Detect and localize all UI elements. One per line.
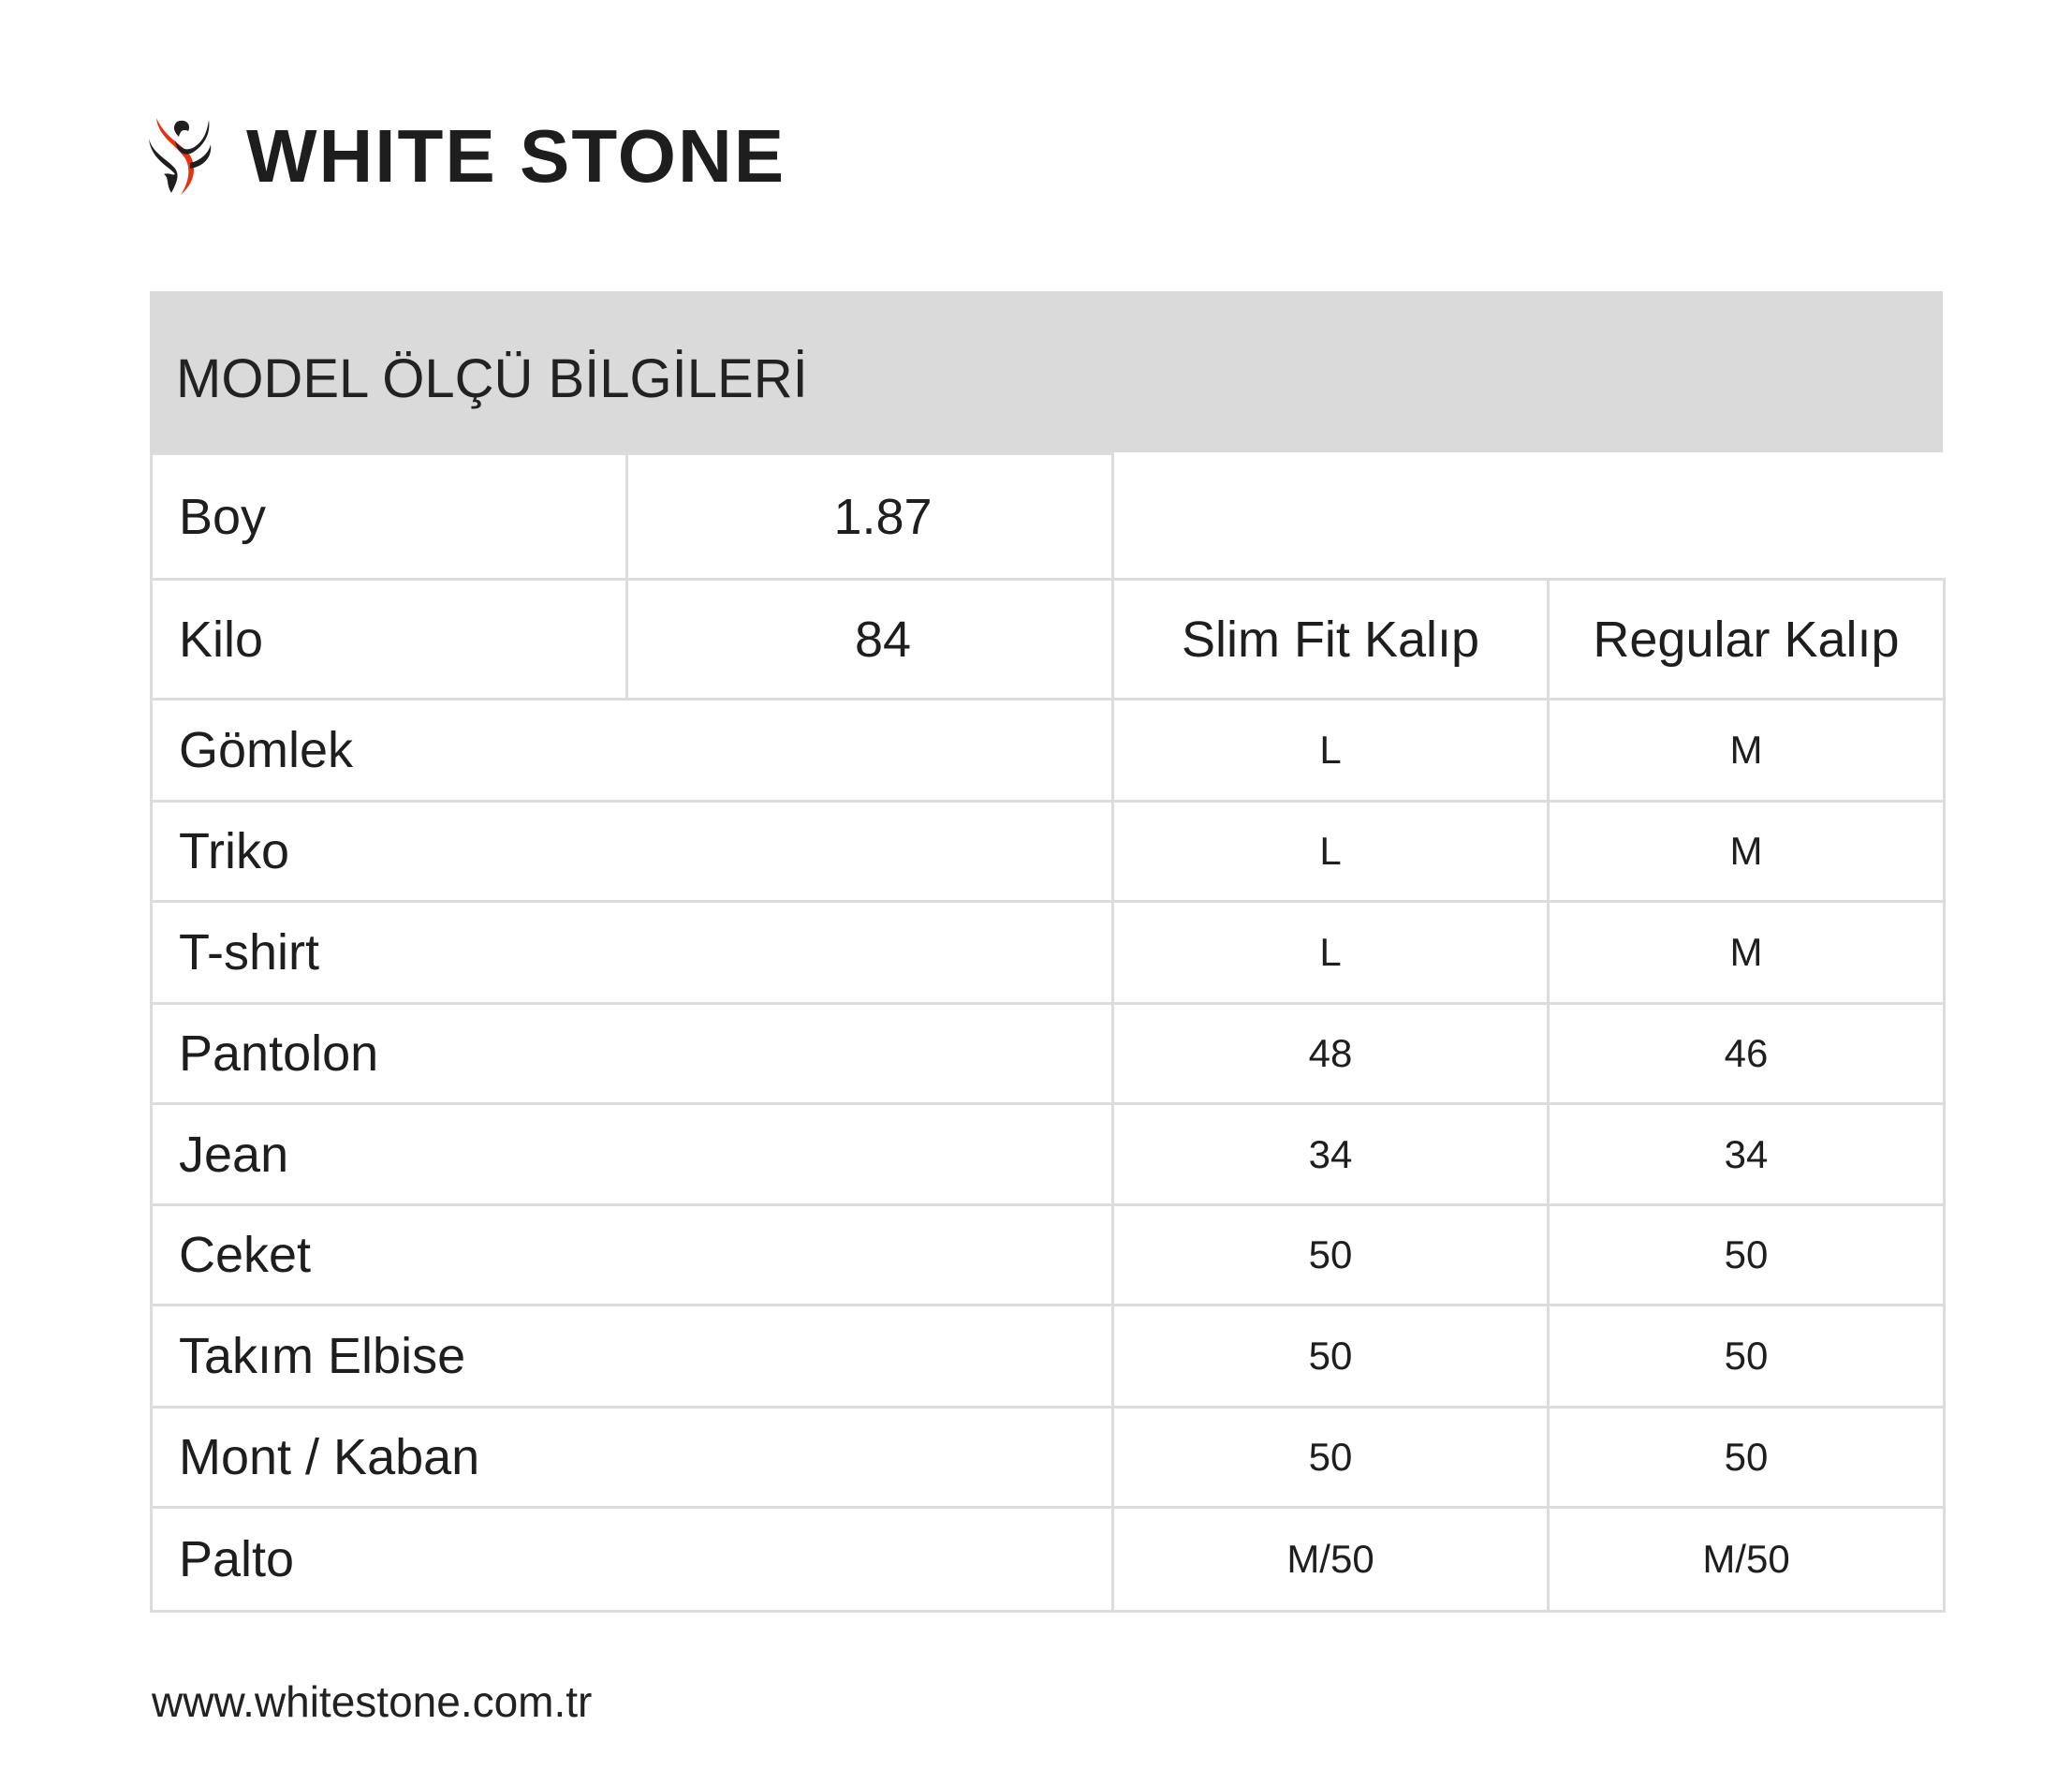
slim-size: 50 <box>1111 1203 1550 1306</box>
slim-size: 50 <box>1111 1406 1550 1509</box>
phoenix-logo-icon <box>149 118 212 195</box>
model-label: Boy <box>150 452 628 581</box>
regular-size: M/50 <box>1547 1506 1946 1613</box>
row-label: T-shirt <box>150 900 1114 1005</box>
slim-size-text: 50 <box>1308 1232 1353 1276</box>
row-label-text: Mont / Kaban <box>179 1429 480 1485</box>
row-label: Pantolon <box>150 1002 1114 1105</box>
model-label-text: Kilo <box>179 611 264 668</box>
slim-size-text: L <box>1319 728 1342 772</box>
model-label: Kilo <box>150 578 628 701</box>
row-label: Triko <box>150 800 1114 903</box>
regular-size: M <box>1547 800 1946 903</box>
column-header-regular-text: Regular Kalıp <box>1593 611 1900 668</box>
row-label: Ceket <box>150 1203 1114 1306</box>
page-title: MODEL ÖLÇÜ BİLGİLERİ <box>176 348 808 409</box>
regular-size-text: 50 <box>1724 1334 1769 1378</box>
regular-size-text: M <box>1729 728 1763 772</box>
model-value-text: 1.87 <box>833 488 933 545</box>
row-label-text: T-shirt <box>179 924 320 981</box>
regular-size: M <box>1547 900 1946 1005</box>
slim-size-text: L <box>1319 829 1342 873</box>
slim-size-text: M/50 <box>1286 1537 1374 1581</box>
slim-size: L <box>1111 800 1550 903</box>
row-label: Takım Elbise <box>150 1304 1114 1409</box>
row-label: Jean <box>150 1102 1114 1206</box>
row-label-text: Triko <box>179 823 289 879</box>
row-label: Mont / Kaban <box>150 1406 1114 1509</box>
regular-size: 50 <box>1547 1304 1946 1409</box>
regular-size: M <box>1547 698 1946 803</box>
slim-size: 48 <box>1111 1002 1550 1105</box>
row-label-text: Ceket <box>179 1227 312 1283</box>
regular-size-text: 50 <box>1724 1435 1769 1479</box>
row-label: Palto <box>150 1506 1114 1613</box>
slim-size: L <box>1111 698 1550 803</box>
title-band: MODEL ÖLÇÜ BİLGİLERİ <box>150 291 1943 452</box>
row-label-text: Palto <box>179 1531 295 1587</box>
row-label-text: Gömlek <box>179 722 354 778</box>
regular-size-text: M/50 <box>1702 1537 1790 1581</box>
regular-size-text: 50 <box>1724 1232 1769 1276</box>
model-value: 84 <box>625 578 1114 701</box>
model-label-text: Boy <box>179 488 267 545</box>
column-header-slim-text: Slim Fit Kalıp <box>1181 611 1480 668</box>
row-label: Gömlek <box>150 698 1114 803</box>
slim-size-text: 34 <box>1308 1131 1353 1176</box>
model-value: 1.87 <box>625 452 1114 581</box>
column-header-regular: Regular Kalıp <box>1547 578 1946 701</box>
regular-size: 34 <box>1547 1102 1946 1206</box>
regular-size: 50 <box>1547 1406 1946 1509</box>
row-label-text: Jean <box>179 1126 289 1183</box>
regular-size: 46 <box>1547 1002 1946 1105</box>
slim-size: 50 <box>1111 1304 1550 1409</box>
brand-logo: WHITE STONE <box>147 116 786 197</box>
slim-size: L <box>1111 900 1550 1005</box>
slim-size: 34 <box>1111 1102 1550 1206</box>
slim-size-text: 48 <box>1308 1031 1353 1075</box>
slim-size-text: 50 <box>1308 1435 1353 1479</box>
brand-name: WHITE STONE <box>246 114 786 198</box>
website-link[interactable]: www.whitestone.com.tr <box>152 1677 593 1726</box>
slim-size-text: 50 <box>1308 1334 1353 1378</box>
row-label-text: Takım Elbise <box>179 1328 466 1384</box>
column-header-slim: Slim Fit Kalıp <box>1111 578 1550 701</box>
regular-size: 50 <box>1547 1203 1946 1306</box>
slim-size-text: L <box>1319 930 1342 974</box>
regular-size-text: 46 <box>1724 1031 1769 1075</box>
regular-size-text: M <box>1729 930 1763 974</box>
row-label-text: Pantolon <box>179 1025 379 1082</box>
regular-size-text: 34 <box>1724 1131 1769 1176</box>
slim-size: M/50 <box>1111 1506 1550 1613</box>
regular-size-text: M <box>1729 829 1763 873</box>
model-value-text: 84 <box>854 611 912 668</box>
